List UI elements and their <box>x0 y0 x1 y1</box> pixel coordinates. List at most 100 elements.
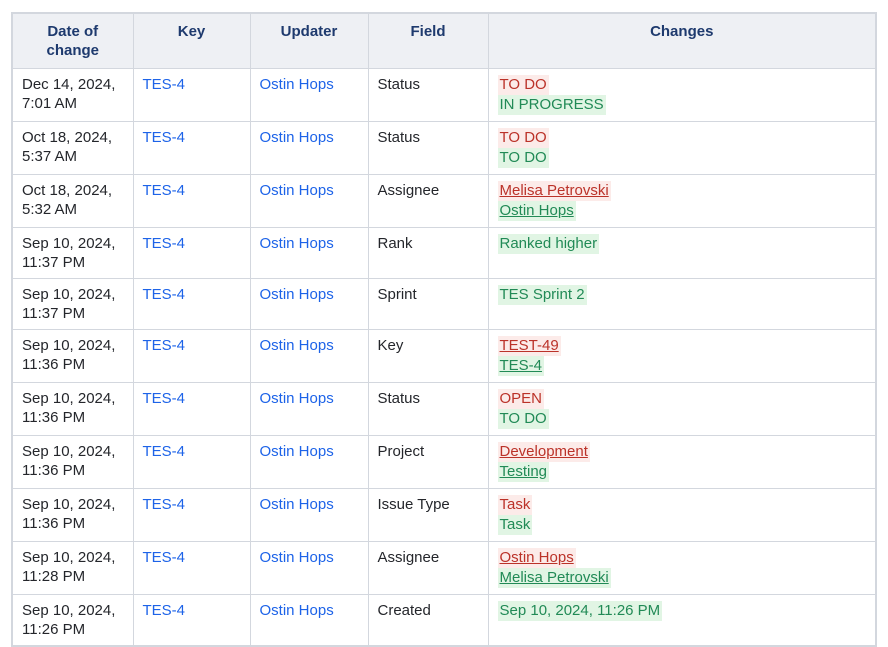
change-line: TES-4 <box>497 356 867 376</box>
change-line: Melisa Petrovski <box>497 568 867 588</box>
date-of-change: Sep 10, 2024, 11:37 PM <box>22 235 116 271</box>
updater-link[interactable]: Ostin Hops <box>259 549 334 566</box>
field-name: Assignee <box>377 549 440 566</box>
change-line: TO DO <box>497 409 867 429</box>
updater-link[interactable]: Ostin Hops <box>259 235 334 252</box>
added-value[interactable]: Melisa Petrovski <box>497 568 611 588</box>
field-cell: Rank <box>367 227 489 279</box>
added-value: Task <box>497 515 533 535</box>
updater-cell: Ostin Hops <box>249 541 369 595</box>
changes-cell: OPEN TO DO <box>487 382 877 436</box>
key-cell: TES-4 <box>132 488 251 542</box>
key-cell: TES-4 <box>132 278 251 330</box>
header-row: Date of change Key Updater Field Changes <box>11 12 877 69</box>
issue-key-link[interactable]: TES-4 <box>142 443 186 460</box>
date-cell: Oct 18, 2024, 5:32 AM <box>11 174 134 228</box>
updater-link[interactable]: Ostin Hops <box>259 602 334 619</box>
key-cell: TES-4 <box>132 541 251 595</box>
issue-key-link[interactable]: TES-4 <box>142 496 186 513</box>
field-name: Key <box>377 337 404 354</box>
page: Date of change Key Updater Field Changes… <box>11 12 877 647</box>
added-value[interactable]: Testing <box>497 462 550 482</box>
table-row: Sep 10, 2024, 11:28 PM TES-4 Ostin Hops … <box>11 541 877 595</box>
changes-cell: Development Testing <box>487 435 877 489</box>
table-row: Sep 10, 2024, 11:36 PM TES-4 Ostin Hops … <box>11 382 877 436</box>
field-cell: Status <box>367 382 489 436</box>
updater-cell: Ostin Hops <box>249 121 369 175</box>
change-line: Task <box>497 495 867 515</box>
change-line: OPEN <box>497 389 867 409</box>
changes-cell: TEST-49 TES-4 <box>487 329 877 383</box>
change-line: Development <box>497 442 867 462</box>
issue-key-link[interactable]: TES-4 <box>142 390 186 407</box>
table-row: Sep 10, 2024, 11:36 PM TES-4 Ostin Hops … <box>11 435 877 489</box>
added-value: Sep 10, 2024, 11:26 PM <box>497 601 663 621</box>
removed-value: TO DO <box>497 75 549 95</box>
issue-key-link[interactable]: TES-4 <box>142 182 186 199</box>
issue-key-link[interactable]: TES-4 <box>142 602 186 619</box>
added-value: TES Sprint 2 <box>497 285 587 305</box>
field-name: Issue Type <box>377 496 450 513</box>
date-cell: Sep 10, 2024, 11:36 PM <box>11 435 134 489</box>
issue-key-link[interactable]: TES-4 <box>142 549 186 566</box>
changes-content: TO DO TO DO <box>497 128 867 168</box>
issue-key-link[interactable]: TES-4 <box>142 235 186 252</box>
updater-cell: Ostin Hops <box>249 594 369 647</box>
updater-cell: Ostin Hops <box>249 278 369 330</box>
added-value[interactable]: TES-4 <box>497 356 545 376</box>
field-name: Status <box>377 76 421 93</box>
date-cell: Sep 10, 2024, 11:36 PM <box>11 488 134 542</box>
field-name: Project <box>377 443 425 460</box>
updater-link[interactable]: Ostin Hops <box>259 390 334 407</box>
updater-link[interactable]: Ostin Hops <box>259 443 334 460</box>
key-cell: TES-4 <box>132 121 251 175</box>
removed-value: TO DO <box>497 128 549 148</box>
date-cell: Dec 14, 2024, 7:01 AM <box>11 68 134 122</box>
date-of-change: Sep 10, 2024, 11:28 PM <box>22 549 116 585</box>
removed-value: Task <box>497 495 533 515</box>
key-cell: TES-4 <box>132 594 251 647</box>
table-row: Sep 10, 2024, 11:37 PM TES-4 Ostin Hops … <box>11 227 877 279</box>
date-of-change: Sep 10, 2024, 11:26 PM <box>22 602 116 638</box>
added-value: TO DO <box>497 148 549 168</box>
removed-value[interactable]: TEST-49 <box>497 336 561 356</box>
date-cell: Sep 10, 2024, 11:37 PM <box>11 227 134 279</box>
field-cell: Sprint <box>367 278 489 330</box>
change-line: TEST-49 <box>497 336 867 356</box>
changes-content: Melisa Petrovski Ostin Hops <box>497 181 867 221</box>
updater-cell: Ostin Hops <box>249 435 369 489</box>
removed-value[interactable]: Development <box>497 442 590 462</box>
field-name: Sprint <box>377 286 417 303</box>
date-of-change: Sep 10, 2024, 11:36 PM <box>22 337 116 373</box>
updater-link[interactable]: Ostin Hops <box>259 76 334 93</box>
field-cell: Assignee <box>367 174 489 228</box>
removed-value[interactable]: Melisa Petrovski <box>497 181 611 201</box>
table-row: Dec 14, 2024, 7:01 AM TES-4 Ostin Hops S… <box>11 68 877 122</box>
updater-link[interactable]: Ostin Hops <box>259 496 334 513</box>
updater-link[interactable]: Ostin Hops <box>259 129 334 146</box>
issue-key-link[interactable]: TES-4 <box>142 129 186 146</box>
issue-key-link[interactable]: TES-4 <box>142 337 186 354</box>
updater-cell: Ostin Hops <box>249 382 369 436</box>
field-cell: Status <box>367 121 489 175</box>
header-field: Field <box>367 12 489 69</box>
issue-key-link[interactable]: TES-4 <box>142 286 186 303</box>
updater-link[interactable]: Ostin Hops <box>259 337 334 354</box>
date-cell: Sep 10, 2024, 11:26 PM <box>11 594 134 647</box>
change-line: Melisa Petrovski <box>497 181 867 201</box>
date-cell: Sep 10, 2024, 11:36 PM <box>11 382 134 436</box>
table-row: Sep 10, 2024, 11:36 PM TES-4 Ostin Hops … <box>11 488 877 542</box>
updater-cell: Ostin Hops <box>249 174 369 228</box>
change-line: Sep 10, 2024, 11:26 PM <box>497 601 867 621</box>
changes-content: Development Testing <box>497 442 867 482</box>
change-line: Ostin Hops <box>497 548 867 568</box>
removed-value[interactable]: Ostin Hops <box>497 548 576 568</box>
issue-key-link[interactable]: TES-4 <box>142 76 186 93</box>
updater-link[interactable]: Ostin Hops <box>259 286 334 303</box>
added-value[interactable]: Ostin Hops <box>497 201 576 221</box>
change-line: Ostin Hops <box>497 201 867 221</box>
updater-link[interactable]: Ostin Hops <box>259 182 334 199</box>
date-of-change: Oct 18, 2024, 5:32 AM <box>22 182 113 218</box>
changes-content: Ranked higher <box>497 234 867 254</box>
field-cell: Project <box>367 435 489 489</box>
